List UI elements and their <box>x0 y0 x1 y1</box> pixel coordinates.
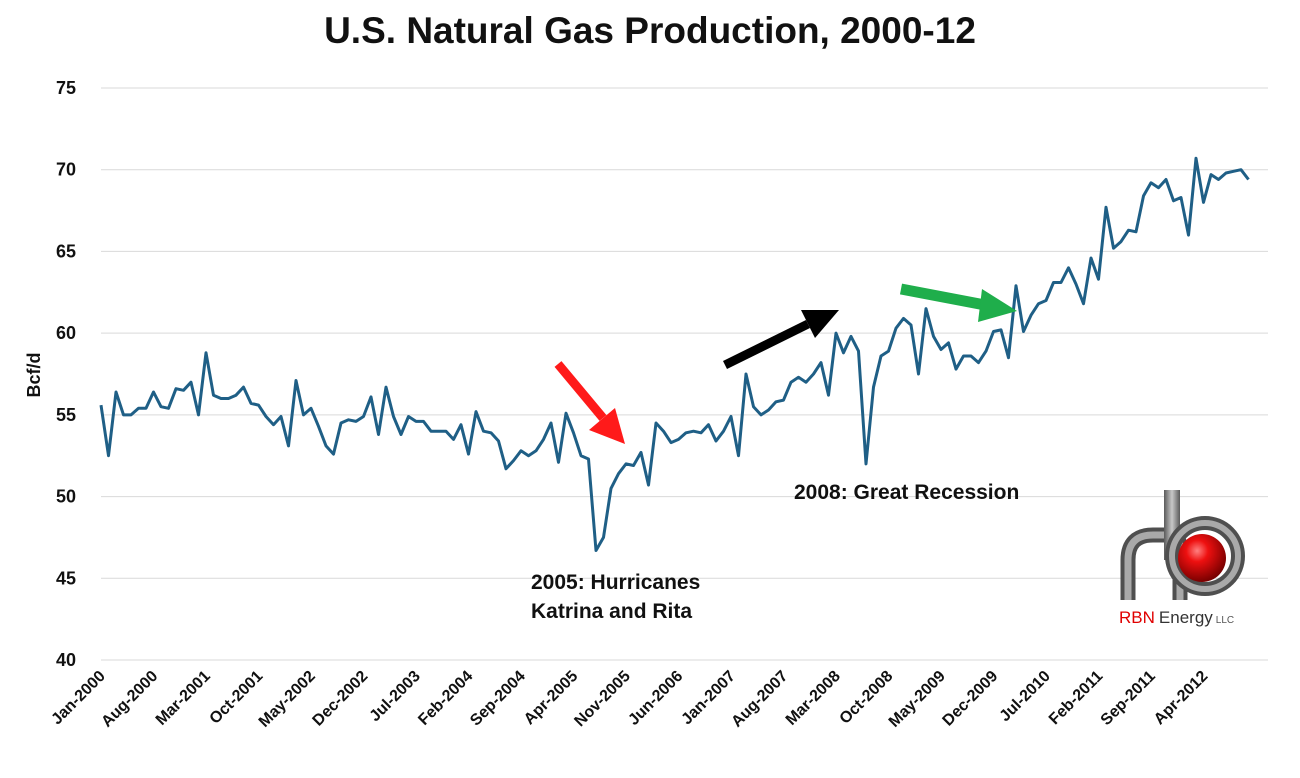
gridlines <box>101 87 1268 661</box>
y-tick-label: 70 <box>56 160 76 180</box>
logo-brand: RBN <box>1119 608 1155 627</box>
x-tick-label: Nov-2005 <box>571 668 633 730</box>
x-tick-label: Sep-2011 <box>1098 668 1159 729</box>
hurricane-annotation-line2: Katrina and Rita <box>531 600 692 623</box>
recession-annotation: 2008: Great Recession <box>794 481 1019 504</box>
y-tick-label: 45 <box>56 568 76 588</box>
rbn-logo: RBN Energy LLC <box>1119 490 1245 627</box>
y-tick-label: 55 <box>56 405 76 425</box>
chart-title: U.S. Natural Gas Production, 2000-12 <box>324 10 976 51</box>
x-tick-label: Mar-2001 <box>153 668 214 729</box>
x-axis-ticks: Jan-2000Aug-2000Mar-2001Oct-2001May-2002… <box>48 668 1211 731</box>
production-series-line <box>99 156 1250 552</box>
x-tick-label: Feb-2011 <box>1046 668 1107 729</box>
y-axis-ticks: 40 45 50 55 60 65 70 75 <box>56 78 76 670</box>
x-tick-label: May-2009 <box>886 668 949 731</box>
hurricane-annotation-line1: 2005: Hurricanes <box>531 571 700 594</box>
red-arrow <box>554 361 625 444</box>
y-tick-label: 65 <box>56 241 76 261</box>
x-tick-label: Dec-2009 <box>940 668 1002 730</box>
series-lines <box>99 156 1250 552</box>
logo-name: Energy <box>1159 608 1213 627</box>
x-tick-label: Feb-2004 <box>415 668 476 729</box>
y-axis-label: Bcf/d <box>24 353 44 398</box>
x-tick-label: Apr-2012 <box>1151 668 1212 729</box>
x-tick-label: Aug-2007 <box>728 668 791 731</box>
x-tick-label: Aug-2000 <box>98 668 161 731</box>
logo-suffix: LLC <box>1216 615 1234 626</box>
green-arrow <box>899 283 1017 322</box>
y-tick-label: 50 <box>56 487 76 507</box>
y-tick-label: 75 <box>56 78 76 98</box>
y-tick-label: 40 <box>56 650 76 670</box>
y-tick-label: 60 <box>56 323 76 343</box>
x-tick-label: Mar-2008 <box>783 668 844 729</box>
x-tick-label: Sep-2004 <box>467 668 529 730</box>
x-tick-label: Dec-2002 <box>310 668 372 730</box>
x-tick-label: Jun-2006 <box>625 668 686 729</box>
x-tick-label: May-2002 <box>256 668 319 731</box>
red-ball-icon <box>1178 534 1226 582</box>
black-arrow <box>723 310 839 370</box>
